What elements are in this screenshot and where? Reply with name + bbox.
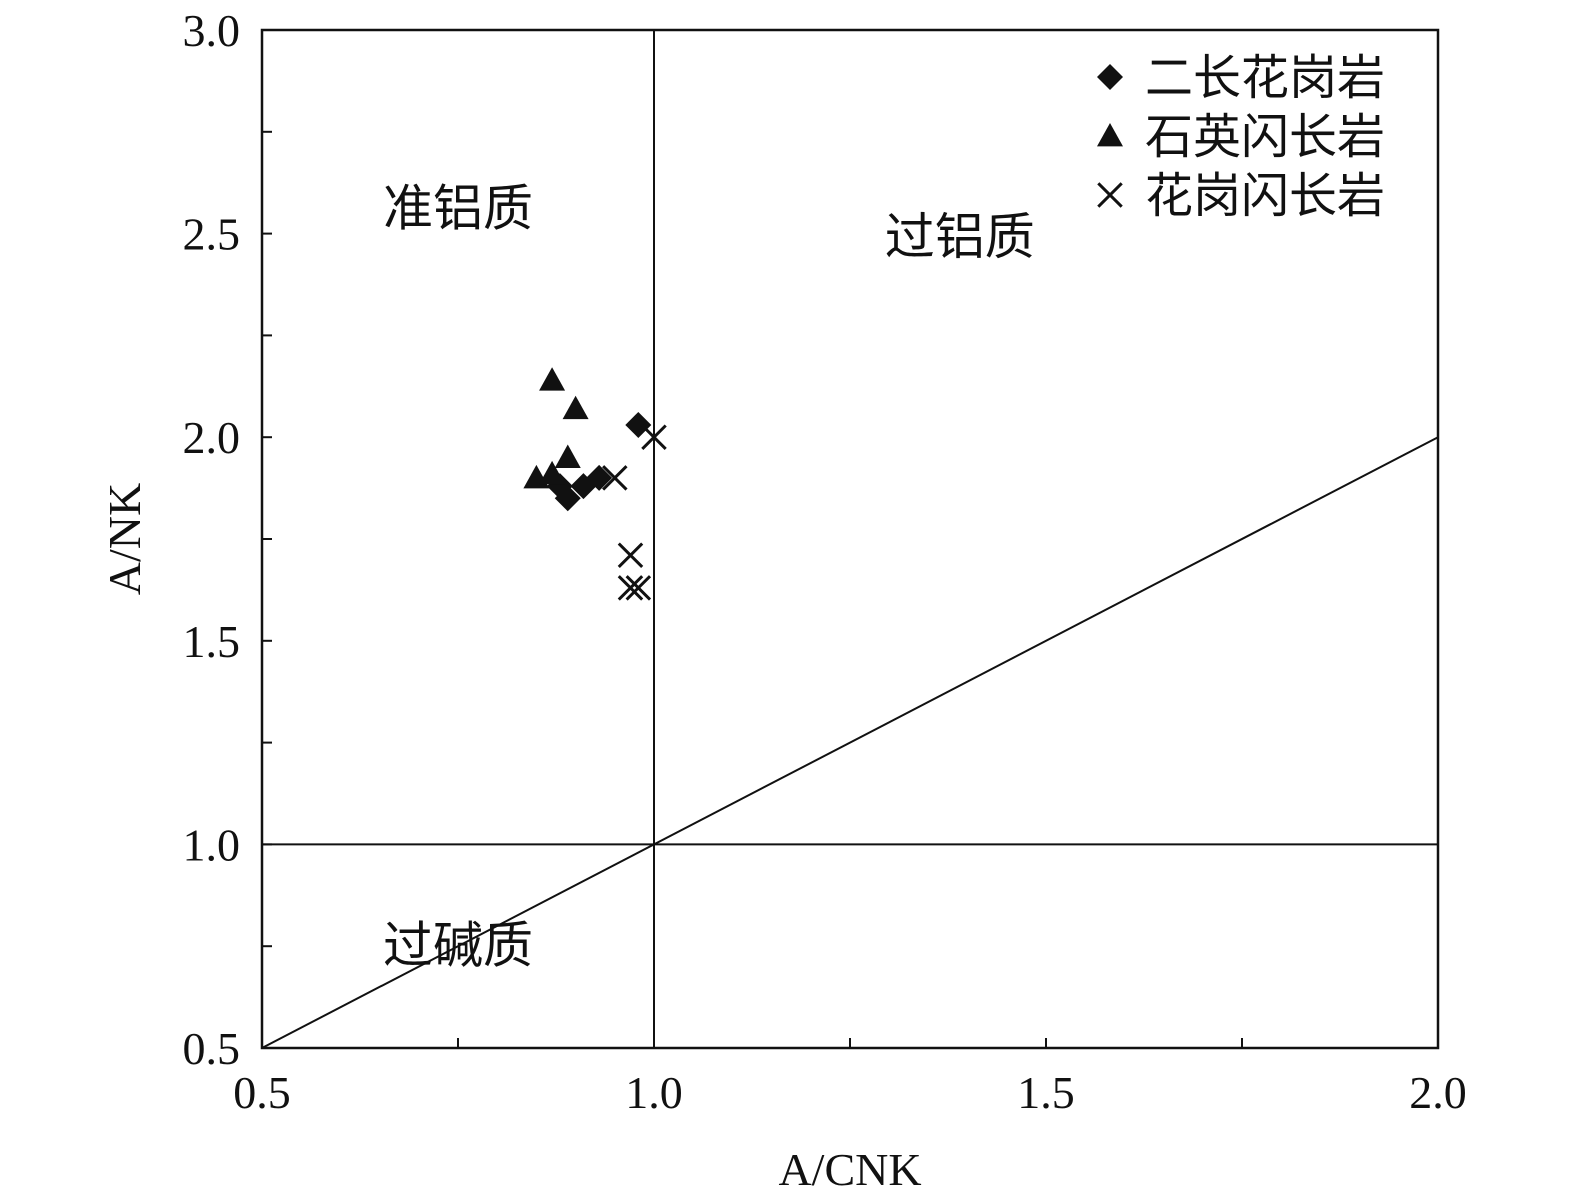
region-label: 过铝质 — [885, 209, 1035, 265]
data-points — [523, 367, 667, 601]
x-tick-label: 0.5 — [233, 1067, 291, 1118]
y-axis-label: A/NK — [99, 483, 150, 595]
triangle-marker — [562, 395, 589, 420]
x-tick-label: 2.0 — [1409, 1067, 1467, 1118]
x-tick-label: 1.5 — [1017, 1067, 1075, 1118]
diamond-marker — [625, 411, 652, 438]
legend-diamond-icon — [1097, 64, 1123, 90]
triangle-marker — [539, 460, 566, 485]
legend-label: 花岗闪长岩 — [1145, 170, 1385, 223]
triangle-marker — [539, 367, 566, 391]
legend-label: 二长花岗岩 — [1145, 52, 1385, 105]
reference-lines — [261, 30, 1439, 1049]
x-tick-label: 1.0 — [625, 1067, 683, 1118]
y-tick-label: 0.5 — [183, 1023, 241, 1074]
x-marker — [602, 465, 628, 491]
y-tick-label: 1.5 — [183, 616, 241, 667]
y-tick-label: 1.0 — [183, 819, 241, 870]
plot-frame — [260, 28, 1440, 1050]
diamond-marker — [586, 464, 613, 491]
y-tick-label: 2.0 — [183, 412, 241, 463]
x-marker — [617, 542, 644, 569]
triangle-marker — [554, 444, 581, 468]
y-tick-label: 2.5 — [183, 209, 241, 260]
legend-x-icon — [1097, 182, 1123, 208]
region-label: 过碱质 — [383, 917, 533, 973]
axis-tick-labels: 0.5 1.0 1.5 2.0 0.5 1.0 1.5 2.0 2.5 3.0 — [183, 5, 1467, 1118]
x-marker — [625, 575, 652, 601]
legend-triangle-icon — [1097, 123, 1123, 147]
region-label: 准铝质 — [383, 180, 533, 236]
y-tick-label: 3.0 — [183, 5, 241, 56]
x-marker — [617, 575, 644, 601]
x-axis-label: A/CNK — [778, 1144, 921, 1195]
legend-label: 石英闪长岩 — [1145, 111, 1385, 164]
reference-line-3 — [261, 436, 1439, 1049]
x-marker — [641, 424, 667, 450]
